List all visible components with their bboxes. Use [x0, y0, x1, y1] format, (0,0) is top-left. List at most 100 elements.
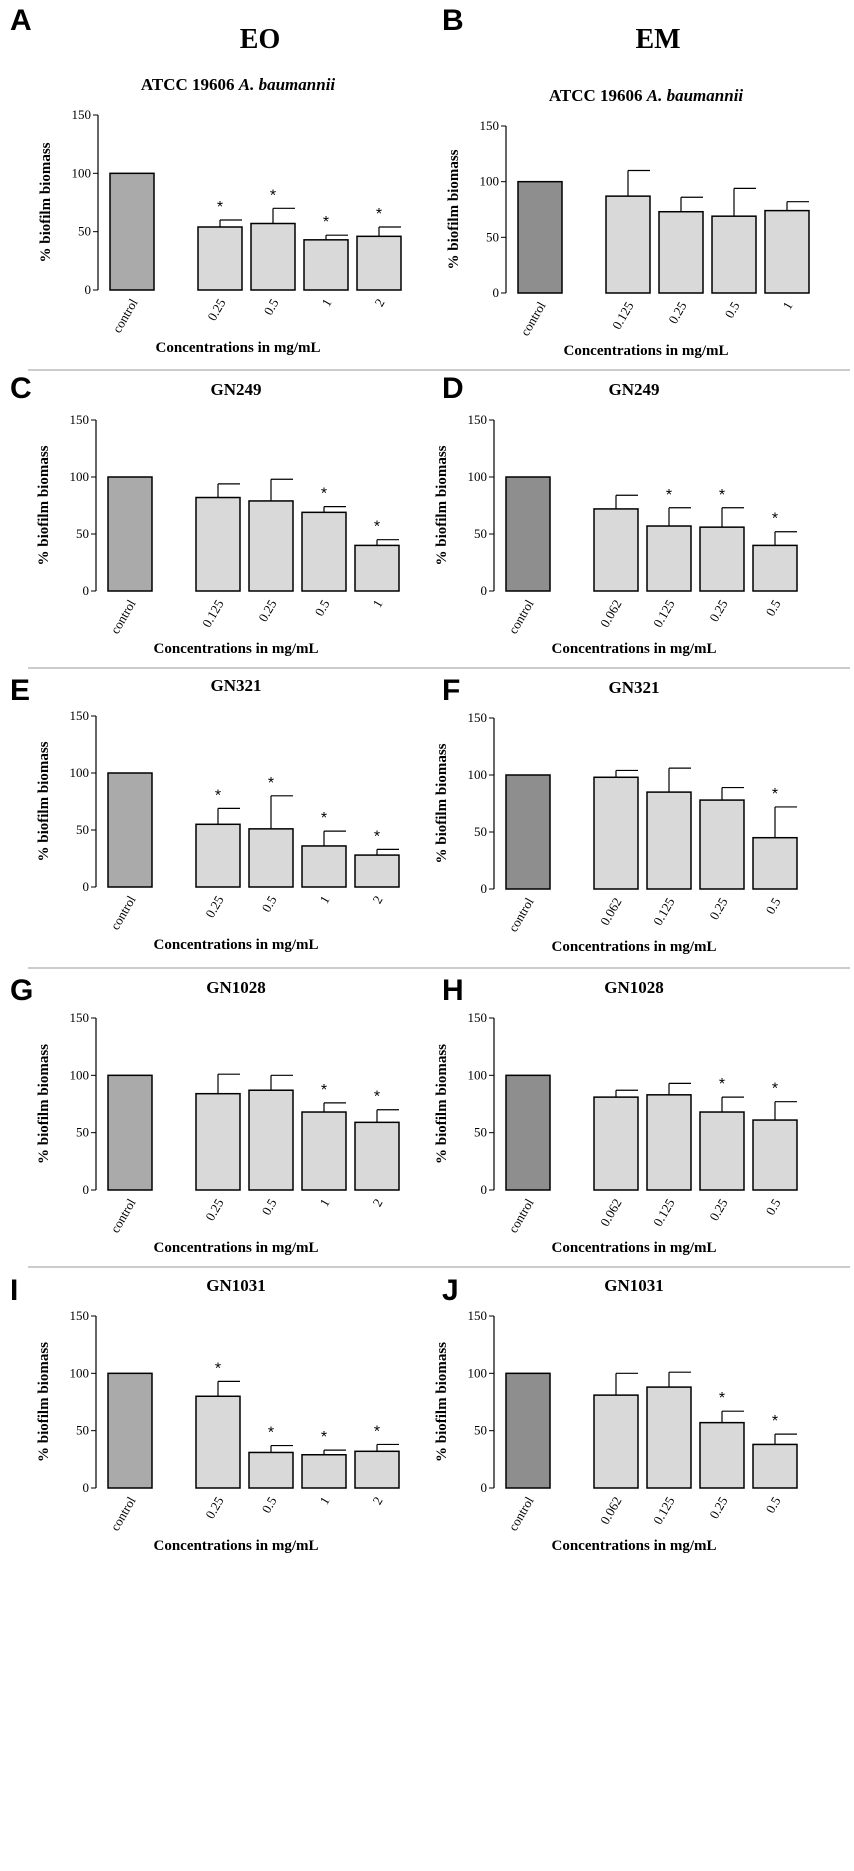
- x-tick-label: 0.062: [597, 895, 625, 928]
- x-axis-label: Concentrations in mg/mL: [564, 343, 729, 359]
- y-tick-label: 0: [493, 285, 500, 300]
- y-tick-label: 150: [70, 1308, 90, 1323]
- x-tick-label: 0.5: [258, 1196, 279, 1218]
- significance-star: *: [268, 1425, 274, 1442]
- y-tick-label: 0: [481, 881, 488, 896]
- bar-control: [107, 1074, 153, 1191]
- significance-star: *: [374, 828, 380, 845]
- panel-letter: G: [10, 974, 33, 1007]
- bar-control: [107, 476, 153, 592]
- chart-panel-h: H GN1028 0 50 100 150 % biofilm biomass control…: [434, 974, 798, 1256]
- y-tick-label: 100: [468, 1067, 488, 1082]
- significance-star: *: [321, 486, 327, 503]
- significance-star: *: [374, 519, 380, 536]
- y-tick-label: 150: [468, 1308, 488, 1323]
- bar-0.25: [699, 1421, 745, 1489]
- y-tick-label: 0: [83, 879, 90, 894]
- y-tick-label: 100: [480, 174, 500, 189]
- bar-control: [517, 180, 563, 294]
- bar-0.125: [195, 496, 241, 592]
- chart-panel-g: G GN1028 0 50 100 150 % biofilm biomass control…: [10, 974, 400, 1256]
- x-tick-label: 0.25: [202, 1494, 226, 1521]
- y-tick-label: 50: [474, 526, 487, 541]
- y-tick-label: 100: [468, 767, 488, 782]
- bar-0.5: [752, 836, 798, 890]
- y-tick-label: 100: [70, 1067, 90, 1082]
- chart-title: GN321: [211, 676, 262, 695]
- chart-title: GN249: [211, 380, 262, 399]
- x-tick-label: 0.25: [202, 893, 226, 920]
- bar-0.5: [752, 1119, 798, 1191]
- bar-0.25: [195, 823, 241, 888]
- significance-star: *: [376, 206, 382, 223]
- y-axis-label: % biofilm biomass: [36, 1342, 52, 1462]
- significance-star: *: [217, 199, 223, 216]
- chart-panel-j: J GN1031 0 50 100 150 % biofilm biomass control…: [434, 1274, 798, 1554]
- x-axis-label: Concentrations in mg/mL: [552, 641, 717, 657]
- significance-star: *: [268, 775, 274, 792]
- x-tick-label: 0.062: [597, 1196, 625, 1229]
- x-tick-label: 0.062: [597, 597, 625, 630]
- y-tick-label: 100: [70, 765, 90, 780]
- x-tick-label: 0.125: [650, 1196, 678, 1229]
- bar-2: [354, 854, 400, 888]
- x-axis-label: Concentrations in mg/mL: [154, 641, 319, 657]
- bar-control: [505, 476, 551, 592]
- x-tick-label: 1: [369, 597, 385, 610]
- bar-0.062: [593, 776, 639, 890]
- chart-title: GN1031: [206, 1276, 266, 1295]
- x-tick-label: 0.5: [721, 299, 742, 321]
- bar-0.125: [646, 1386, 692, 1489]
- bar-2: [354, 1121, 400, 1191]
- panel-letter: I: [10, 1274, 18, 1307]
- panel-letter: D: [442, 372, 464, 405]
- bar-control: [107, 1372, 153, 1489]
- significance-star: *: [323, 214, 329, 231]
- y-tick-label: 100: [468, 1365, 488, 1380]
- significance-star: *: [719, 1076, 725, 1093]
- x-tick-label: 0.25: [204, 296, 228, 323]
- bar-0.062: [593, 508, 639, 592]
- panel-letter: E: [10, 674, 30, 707]
- chart-title: GN1028: [604, 978, 664, 997]
- significance-star: *: [215, 1360, 221, 1377]
- bar-1: [764, 209, 810, 294]
- x-tick-label: 0.125: [650, 895, 678, 928]
- y-tick-label: 100: [72, 165, 92, 180]
- x-tick-label: 0.5: [260, 296, 281, 318]
- bar-0.25: [699, 799, 745, 890]
- bar-1: [301, 1453, 347, 1489]
- significance-star: *: [772, 786, 778, 803]
- bar-0.062: [593, 1394, 639, 1489]
- significance-star: *: [772, 1081, 778, 1098]
- x-tick-label: control: [107, 1196, 139, 1236]
- bar-0.5: [250, 222, 296, 291]
- x-tick-label: 0.5: [311, 597, 332, 619]
- y-tick-label: 100: [70, 1365, 90, 1380]
- bar-1: [354, 544, 400, 592]
- chart-panel-a: A ATCC 19606 A. baumannii 0 50 100 150 % biofi…: [10, 4, 402, 356]
- bar-0.5: [752, 544, 798, 592]
- bar-0.25: [658, 210, 704, 294]
- x-tick-label: 0.125: [199, 597, 227, 630]
- y-tick-label: 150: [72, 107, 92, 122]
- x-tick-label: control: [107, 1494, 139, 1534]
- y-tick-label: 50: [78, 224, 91, 239]
- x-tick-label: 2: [369, 1196, 385, 1209]
- x-tick-label: control: [505, 597, 537, 637]
- bar-0.25: [699, 526, 745, 592]
- y-tick-label: 50: [76, 1125, 89, 1140]
- bar-1: [301, 845, 347, 888]
- x-tick-label: 0.25: [202, 1196, 226, 1223]
- y-tick-label: 150: [70, 708, 90, 723]
- y-tick-label: 0: [481, 1480, 488, 1495]
- x-tick-label: 1: [779, 299, 795, 312]
- bar-0.5: [752, 1443, 798, 1489]
- column-heading-eo: EO: [240, 24, 280, 55]
- y-tick-label: 50: [474, 1423, 487, 1438]
- x-tick-label: 0.5: [762, 1494, 783, 1516]
- panel-letter: A: [10, 4, 32, 37]
- panel-letter: J: [442, 1274, 459, 1307]
- x-tick-label: 0.125: [650, 597, 678, 630]
- bar-0.125: [646, 1094, 692, 1191]
